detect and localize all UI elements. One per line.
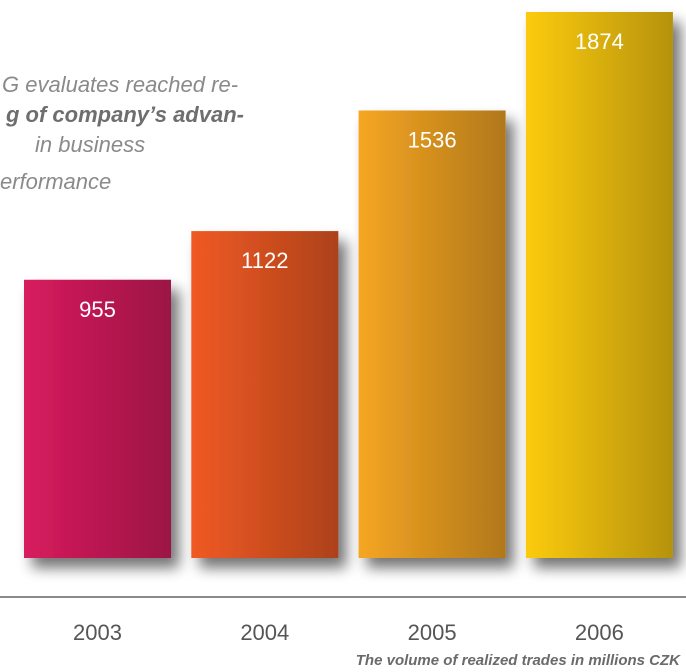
bar-shade [525,12,673,558]
bar-shade [191,231,339,559]
bar-shade [358,110,506,558]
bars: 955 2003 1122 2004 1536 2005 1874 2006 [24,12,673,645]
value-label: 1536 [408,127,457,152]
caption: The volume of realized trades in million… [356,652,681,669]
bar-shade [24,279,171,558]
value-label: 955 [79,297,116,322]
x-tick-label: 2005 [408,620,457,645]
bar-group [358,110,506,558]
bar-group [24,279,171,558]
annotation: G evaluates reached re- g of company’s a… [0,72,244,194]
annotation-line: in business [35,132,145,157]
annotation-line: G evaluates reached re- [2,72,238,97]
bar-group [191,231,339,559]
annotation-line: g of company’s advan- [5,102,244,127]
value-label: 1874 [575,29,624,54]
x-tick-label: 2004 [240,620,289,645]
bar-group [525,12,673,558]
value-label: 1122 [241,248,288,273]
annotation-line: erformance [0,169,111,194]
x-tick-label: 2003 [73,620,122,645]
x-tick-label: 2006 [575,620,624,645]
